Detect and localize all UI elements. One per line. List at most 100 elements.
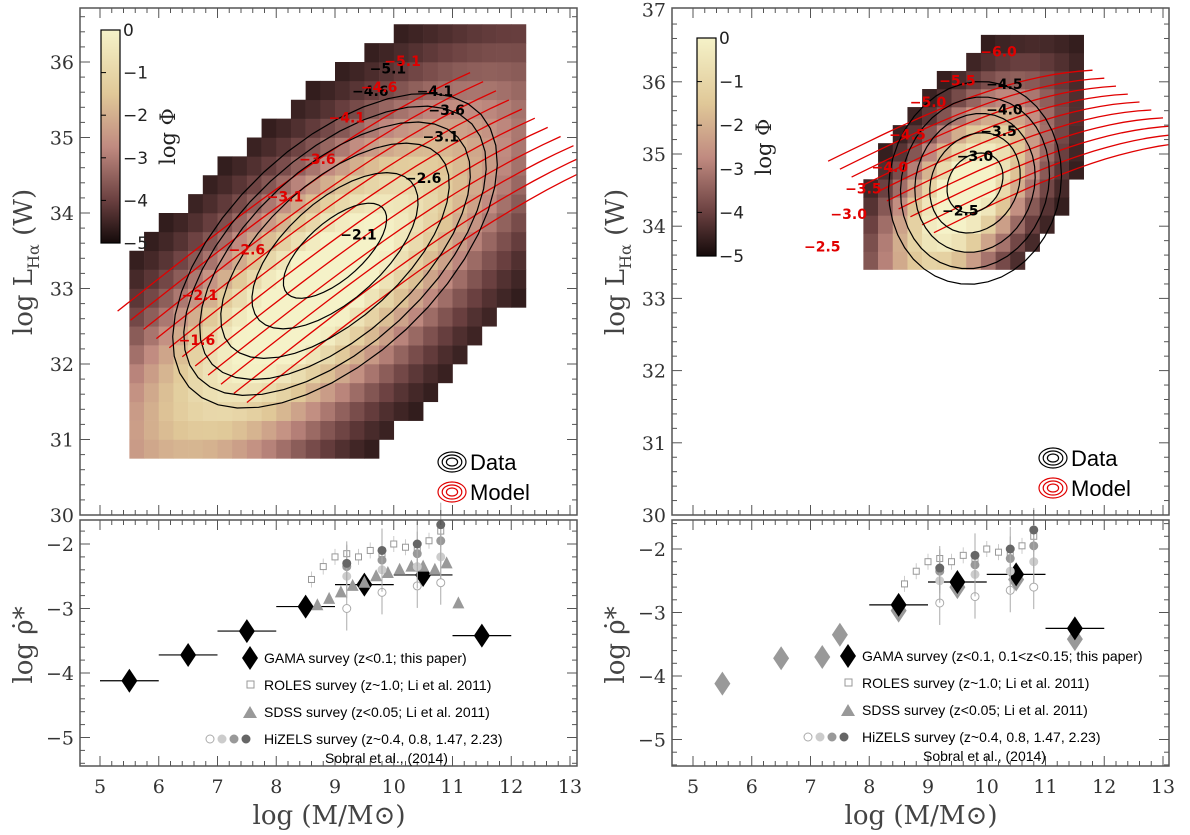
heatmap-cell	[158, 401, 174, 421]
heatmap-cell	[452, 99, 468, 119]
text-layer: −5.1 −4.6 −4.1 −3.6 −3.1 −2.6 −2.1 −5.1 −4.6 −4.1…	[9, 0, 1175, 831]
heatmap-cell	[335, 288, 350, 308]
model-contour-line	[863, 93, 1128, 186]
heatmap-cell	[423, 62, 439, 82]
heatmap-cell	[1069, 89, 1084, 108]
heatmap-cell	[936, 251, 952, 270]
colorbar-tick-label: −4	[123, 191, 148, 211]
heatmap-cell	[320, 439, 336, 459]
heatmap-cell	[511, 62, 527, 82]
heatmap-cell	[452, 269, 468, 289]
data-contour-label: −3.1	[422, 129, 459, 145]
data-contour-line	[914, 113, 1036, 253]
heatmap-cell	[144, 288, 160, 308]
heatmap-cell	[408, 382, 424, 403]
heatmap-cell	[232, 326, 248, 346]
heatmap-cell	[393, 62, 409, 82]
sdss-triangle	[440, 556, 453, 569]
heatmap-cell	[1010, 197, 1026, 216]
legend-hizels-label: HiZELS survey (z~0.4, 0.8, 1.47, 2.23)	[264, 731, 503, 747]
y-tick-label: −5	[46, 728, 74, 750]
heatmap-cell	[980, 89, 996, 108]
heatmap-cell	[144, 307, 160, 327]
heatmap-cell	[261, 288, 277, 308]
colorbar	[696, 37, 717, 257]
heatmap-cell	[452, 326, 468, 346]
heatmap-cell	[261, 137, 277, 157]
heatmap-cell	[335, 175, 350, 195]
heatmap-cell	[217, 250, 233, 270]
heatmap-cell	[349, 401, 365, 421]
sdss-triangle	[393, 562, 406, 575]
legend-model-swatch	[1046, 483, 1060, 493]
heatmap-cell	[290, 401, 306, 421]
heatmap-cell	[1069, 125, 1084, 144]
heatmap-cell	[1039, 197, 1055, 216]
model-contour-label: −5.0	[910, 95, 947, 111]
gama-diamond	[831, 622, 848, 647]
data-contour-label: −2.1	[340, 227, 377, 243]
heatmap-cell	[1054, 179, 1070, 198]
heatmap-cell	[966, 251, 982, 270]
legend-hizels-swatch	[205, 734, 215, 744]
heatmap-cell	[408, 269, 424, 289]
heatmap-cell	[276, 156, 292, 176]
heatmap-cell	[423, 288, 439, 308]
data-contour-line	[946, 152, 1004, 214]
heatmap-cell	[232, 175, 248, 195]
heatmap-cell	[511, 80, 527, 101]
heatmap-cell	[907, 125, 923, 144]
model-contour-line	[143, 90, 497, 330]
heatmap-cell	[129, 401, 145, 421]
y-axis-label: log ρ̇*	[9, 606, 39, 683]
y-tick-label: 30	[50, 505, 74, 527]
hizels-circle	[412, 539, 422, 549]
heatmap-cell	[320, 382, 336, 403]
heatmap-cell	[393, 137, 409, 157]
heatmap-cell	[188, 269, 204, 289]
heatmap-cell	[393, 231, 409, 252]
heatmap-cell	[335, 156, 350, 176]
heatmap-cell	[320, 194, 336, 214]
heatmap-cell	[423, 307, 439, 327]
heatmap-cell	[173, 213, 189, 233]
heatmap-cell	[1054, 34, 1070, 54]
data-contour-line	[220, 142, 450, 360]
x-tick-label: 6	[746, 776, 758, 798]
heatmap-cell	[202, 420, 218, 440]
colorbar-tick-label: −2	[719, 116, 744, 136]
gama-diamond	[773, 646, 790, 671]
heatmap-cell	[496, 137, 512, 157]
heatmap-cell	[158, 345, 174, 365]
heatmap-cell	[496, 250, 512, 270]
heatmap-cell	[379, 364, 395, 384]
sdss-triangle	[346, 578, 359, 591]
heatmap-cell	[393, 345, 409, 365]
y-tick-label: 37	[642, 0, 666, 22]
heatmap-cell	[305, 364, 321, 384]
heatmap-cell	[320, 99, 336, 119]
heatmap-cell	[481, 231, 497, 252]
heatmap-cell	[261, 213, 277, 233]
heatmap-cell	[951, 179, 967, 198]
heatmap-cell	[1024, 125, 1040, 144]
data-contours-right	[946, 152, 1004, 214]
heatmap-cell	[158, 269, 174, 289]
heatmap-cell	[481, 250, 497, 270]
legend-data-label: Data	[1071, 446, 1118, 471]
heatmap-cell	[144, 326, 160, 346]
model-contour-label: −4.0	[872, 160, 909, 176]
model-contour-label: −5.1	[384, 54, 421, 70]
legend-hizels-swatch	[815, 732, 825, 742]
hizels-circle	[970, 550, 980, 560]
heatmap-cell	[144, 439, 160, 459]
x-tick-label: 10	[975, 776, 999, 798]
heatmap-cell	[379, 345, 395, 365]
heatmap-cell	[393, 269, 409, 289]
heatmap-cell	[408, 364, 424, 384]
hizels-circle	[935, 563, 945, 573]
heatmap-cell	[995, 215, 1011, 234]
y-tick-label: 35	[642, 144, 666, 166]
heatmap-cell	[452, 288, 468, 308]
heatmap-cell	[951, 215, 967, 234]
